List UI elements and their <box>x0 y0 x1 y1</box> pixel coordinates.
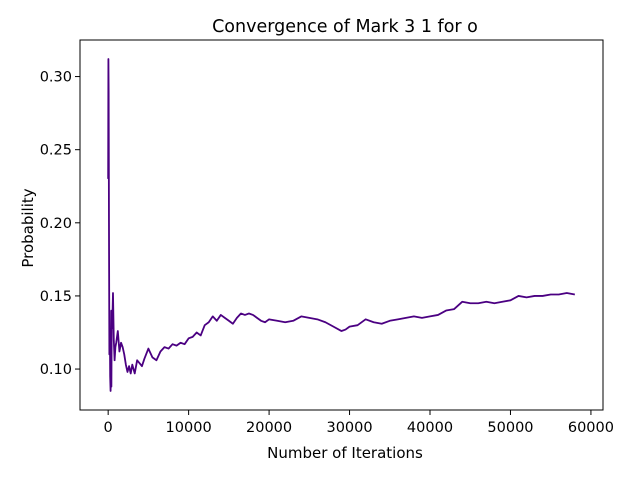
x-axis: 0 10000 20000 30000 40000 50000 60000 <box>104 410 614 436</box>
x-axis-label: Number of Iterations <box>267 444 423 462</box>
y-tick-label: 0.10 <box>40 362 72 378</box>
series-layer <box>107 58 576 392</box>
x-tick-label: 60000 <box>568 420 614 436</box>
y-axis-label: Probability <box>19 188 37 267</box>
x-tick-label: 40000 <box>407 420 453 436</box>
chart-title: Convergence of Mark 3 1 for o <box>212 17 478 37</box>
series-line <box>107 58 576 392</box>
x-tick-label: 50000 <box>487 420 533 436</box>
x-tick-label: 0 <box>104 420 113 436</box>
x-tick-label: 30000 <box>326 420 372 436</box>
x-tick-label: 10000 <box>166 420 212 436</box>
y-tick-label: 0.20 <box>40 216 72 232</box>
y-axis: 0.10 0.15 0.20 0.25 0.30 <box>40 70 80 378</box>
x-tick-label: 20000 <box>246 420 292 436</box>
y-tick-label: 0.30 <box>40 70 72 86</box>
plot-area-frame <box>79 39 604 411</box>
y-tick-label: 0.15 <box>40 289 72 305</box>
y-tick-label: 0.25 <box>40 143 72 159</box>
